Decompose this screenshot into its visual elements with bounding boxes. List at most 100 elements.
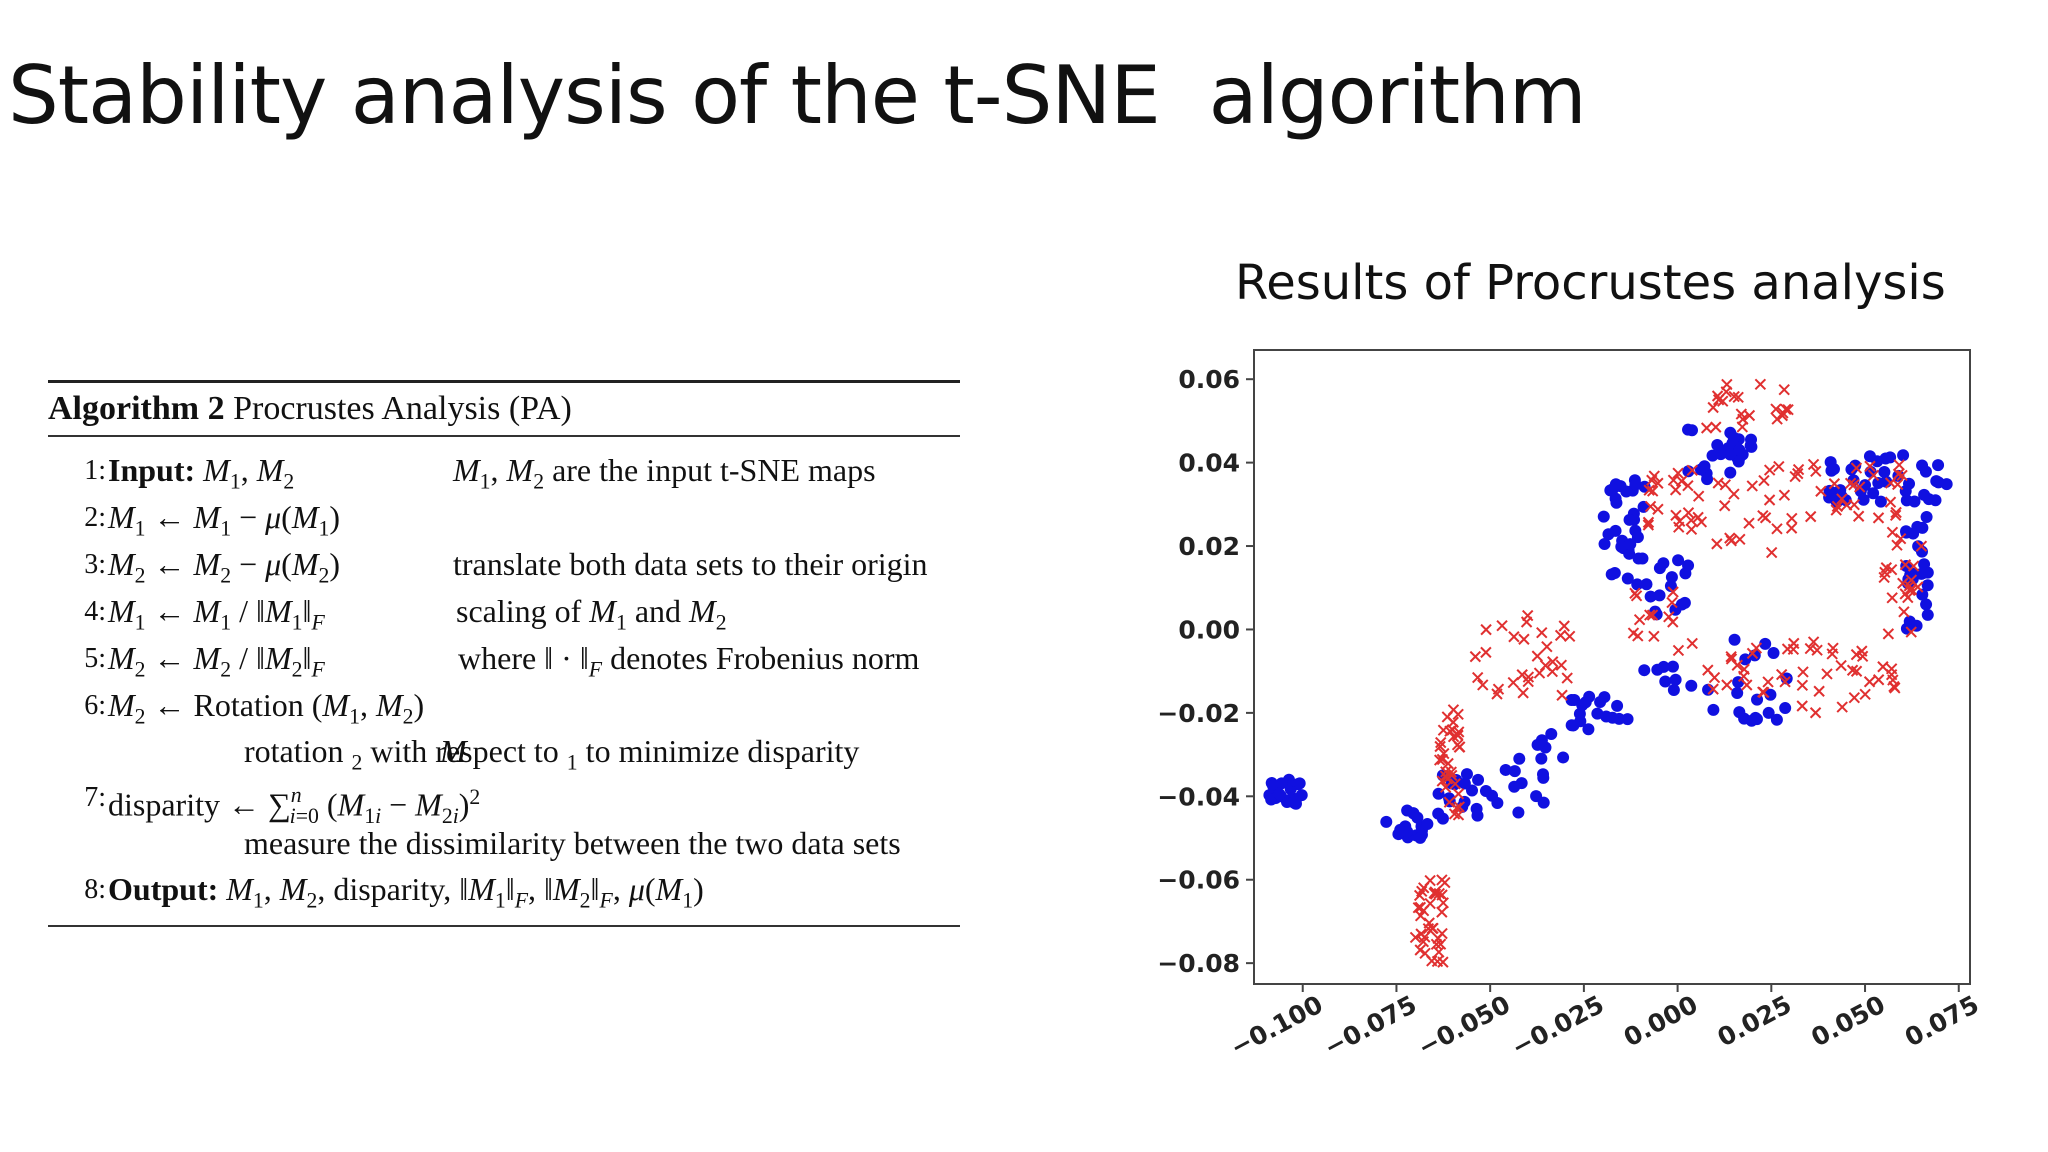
red-cross-point (1451, 729, 1464, 741)
red-cross-point (1685, 514, 1697, 527)
line-code: M1 ← M1 − μ(M1) (108, 499, 341, 541)
red-cross-point (1728, 390, 1740, 403)
red-cross-point (1885, 663, 1898, 675)
line-note: translate both data sets to their origin (453, 546, 928, 582)
red-cross-point (1872, 512, 1885, 524)
red-cross-point (1775, 668, 1788, 681)
blue-circle-point (1672, 554, 1685, 567)
blue-circle-point (1615, 540, 1628, 553)
red-cross-point (1773, 460, 1785, 473)
red-cross-point (1896, 469, 1908, 482)
red-cross-point (1686, 464, 1698, 476)
red-cross-point (1423, 917, 1435, 929)
blue-circle-point (1762, 706, 1775, 719)
red-cross-point (1893, 459, 1905, 471)
blue-circle-point (1508, 765, 1521, 778)
blue-circle-point (1724, 466, 1737, 479)
blue-circle-point (1293, 777, 1306, 790)
red-cross-point (1736, 421, 1749, 433)
red-cross-point (1762, 676, 1774, 688)
blue-circle-point (1665, 571, 1678, 584)
red-cross-point (1846, 664, 1859, 676)
blue-circle-point (1666, 660, 1679, 673)
red-cross-point (1518, 633, 1530, 645)
red-cross-point (1863, 676, 1876, 688)
red-cross-point (1652, 503, 1664, 515)
blue-circle-point (1579, 696, 1592, 709)
red-cross-point (1899, 588, 1911, 600)
red-cross-point (1732, 391, 1744, 403)
red-cross-point (1433, 946, 1445, 958)
plot-heading: Results of Procrustes analysis (1235, 255, 1946, 311)
red-cross-point (1777, 407, 1789, 419)
red-cross-point (1828, 478, 1841, 490)
blue-circle-point (1470, 802, 1483, 815)
blue-circle-point (1609, 492, 1622, 505)
x-tick-label: −0.025 (1507, 990, 1609, 1063)
blue-circle-point (1918, 488, 1931, 501)
red-cross-point (1725, 653, 1738, 665)
y-tick-label: −0.06 (1157, 866, 1240, 895)
blue-circle-point (1916, 588, 1929, 601)
blue-circle-point (1767, 647, 1780, 660)
red-cross-point (1436, 927, 1448, 940)
blue-circle-point (1491, 797, 1504, 810)
red-cross-point (1830, 504, 1842, 516)
red-cross-point (1536, 626, 1548, 639)
line-note: M1, M2 are the input t-SNE maps (453, 452, 876, 494)
red-cross-point (1712, 477, 1724, 489)
blue-circle-point (1537, 771, 1550, 784)
y-tick-label: −0.04 (1157, 782, 1240, 811)
blue-circle-point (1707, 703, 1720, 716)
blue-circle-point (1764, 688, 1777, 701)
red-cross-point (1848, 498, 1860, 511)
red-cross-point (1763, 464, 1776, 476)
red-cross-point (1708, 671, 1721, 684)
line-number: 3: (84, 549, 106, 580)
red-cross-point (1520, 616, 1533, 628)
red-cross-point (1652, 477, 1664, 489)
red-cross-point (1712, 394, 1725, 406)
red-cross-point (1414, 901, 1427, 914)
red-cross-point (1436, 889, 1448, 901)
red-cross-point (1644, 609, 1656, 621)
x-tick-label: 0.025 (1713, 990, 1796, 1053)
blue-circle-point (1414, 831, 1427, 844)
algorithm-line-8: 8: Output: M1, M2, disparity, ‖M1‖F, ‖M2… (48, 866, 960, 913)
red-cross-point (1786, 512, 1798, 525)
red-cross-point (1770, 403, 1782, 415)
x-tick-label: 0.075 (1900, 990, 1983, 1053)
blue-circle-point (1878, 465, 1891, 478)
red-cross-point (1878, 571, 1890, 584)
blue-circle-point (1629, 478, 1642, 491)
red-cross-point (1663, 611, 1675, 623)
red-cross-point (1541, 640, 1553, 653)
blue-circle-point (1443, 792, 1456, 805)
blue-circle-point (1916, 521, 1929, 534)
red-cross-point (1721, 679, 1733, 691)
blue-circle-point (1411, 811, 1424, 824)
red-cross-point (1444, 725, 1456, 737)
slide-title: Stability analysis of the t-SNE algorith… (8, 49, 1587, 142)
red-cross-point (1531, 650, 1544, 662)
blue-circle-point (1621, 572, 1634, 585)
red-cross-point (1891, 478, 1904, 491)
red-cross-point (1442, 757, 1454, 770)
blue-circle-point (1289, 793, 1302, 806)
blue-circle-point (1508, 780, 1521, 793)
red-cross-point (1771, 523, 1783, 535)
algorithm-box: Algorithm 2 Procrustes Analysis (PA) 1: … (48, 380, 960, 927)
red-cross-point (1669, 484, 1682, 496)
red-cross-point (1872, 674, 1885, 686)
algorithm-line-2: 2: M1 ← M1 − μ(M1) (48, 494, 960, 541)
line-code: M2 ← Rotation (M1, M2) (108, 687, 425, 729)
blue-circle-point (1827, 463, 1840, 476)
red-cross-point (1556, 689, 1568, 701)
red-cross-point (1778, 384, 1790, 396)
red-cross-point (1743, 517, 1755, 529)
red-cross-point (1807, 458, 1820, 471)
algorithm-line-5: 5: M2 ← M2 / ‖M2‖F where ‖ · ‖F denotes … (48, 635, 960, 682)
red-cross-point (1554, 629, 1567, 642)
blue-circle-point (1932, 476, 1945, 489)
red-cross-point (1894, 532, 1907, 545)
